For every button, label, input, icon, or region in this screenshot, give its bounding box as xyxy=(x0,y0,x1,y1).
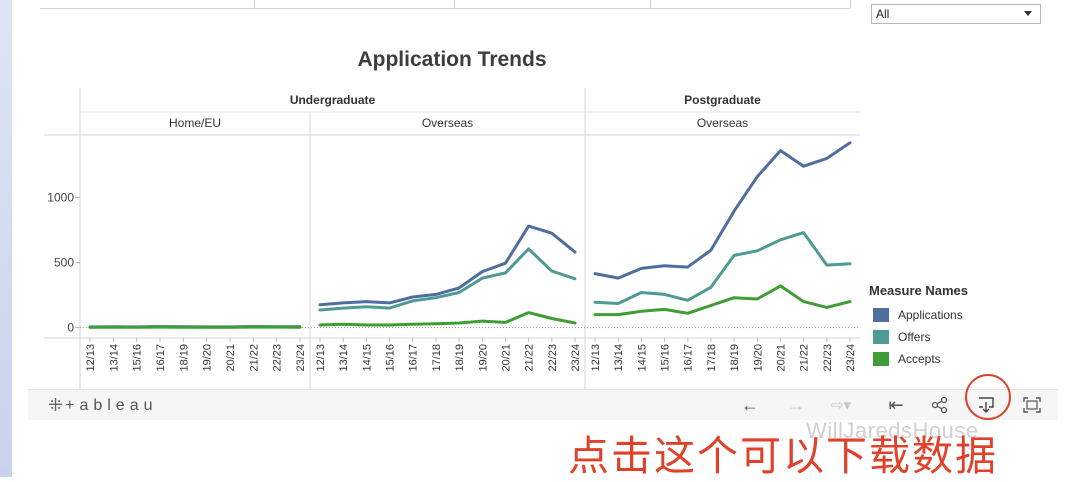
legend-item-offers[interactable]: Offers xyxy=(869,326,1049,348)
panel-header: Overseas xyxy=(422,116,473,130)
legend-title: Measure Names xyxy=(869,283,1049,298)
x-tick-label: 17/18 xyxy=(706,344,718,372)
x-tick-label: 16/17 xyxy=(683,344,695,372)
x-tick-label: 13/14 xyxy=(108,344,120,372)
x-tick-label: 19/20 xyxy=(752,344,764,372)
x-tick-label: 21/22 xyxy=(524,344,536,372)
x-tick-label: 21/22 xyxy=(799,344,811,372)
undo-icon[interactable]: ← xyxy=(738,394,762,416)
y-tick-label: 500 xyxy=(54,256,74,270)
series-line-offers xyxy=(595,233,850,304)
x-tick-label: 16/17 xyxy=(408,344,420,372)
legend-item-applications[interactable]: Applications xyxy=(869,304,1049,326)
series-line-accepts xyxy=(595,286,850,315)
legend-label: Applications xyxy=(898,308,963,322)
tableau-logo: ⁜ +ableau xyxy=(48,395,157,416)
x-tick-label: 20/21 xyxy=(775,344,787,372)
x-tick-label: 14/15 xyxy=(636,344,648,372)
x-tick-label: 23/24 xyxy=(570,344,582,372)
series-line-applications xyxy=(595,143,850,278)
x-tick-label: 12/13 xyxy=(315,344,327,372)
revert-icon[interactable]: ⇨▾ xyxy=(824,394,858,416)
x-tick-label: 18/19 xyxy=(729,344,741,372)
legend-label: Accepts xyxy=(898,352,941,366)
x-tick-label: 16/17 xyxy=(155,344,167,372)
legend-swatch xyxy=(873,330,889,344)
x-tick-label: 22/23 xyxy=(272,344,284,372)
x-tick-label: 19/20 xyxy=(477,344,489,372)
tableau-logo-icon: ⁜ xyxy=(48,395,63,416)
download-highlight-circle xyxy=(965,374,1011,420)
share-icon-glyph xyxy=(931,396,949,414)
x-tick-label: 14/15 xyxy=(361,344,373,372)
y-tick-label: 0 xyxy=(67,321,74,335)
panel-header: Home/EU xyxy=(169,116,221,130)
tableau-logo-text: +ableau xyxy=(65,397,157,415)
x-tick-label: 19/20 xyxy=(202,344,214,372)
x-tick-label: 13/14 xyxy=(613,344,625,372)
group-header: Postgraduate xyxy=(684,93,761,107)
redo-icon[interactable]: → xyxy=(784,394,808,416)
x-tick-label: 21/22 xyxy=(248,344,260,372)
x-tick-label: 20/21 xyxy=(225,344,237,372)
x-tick-label: 22/23 xyxy=(547,344,559,372)
fullscreen-icon-glyph xyxy=(1022,396,1042,414)
x-tick-label: 18/19 xyxy=(178,344,190,372)
x-tick-label: 15/16 xyxy=(132,344,144,372)
x-tick-label: 13/14 xyxy=(338,344,350,372)
legend-label: Offers xyxy=(898,330,930,344)
x-tick-label: 20/21 xyxy=(500,344,512,372)
annotation-text: 点击这个可以下载数据 xyxy=(568,422,1038,482)
group-header: Undergraduate xyxy=(290,93,376,107)
legend-item-accepts[interactable]: Accepts xyxy=(869,348,1049,370)
legend-swatch xyxy=(873,308,889,322)
reset-icon[interactable]: ⇤ xyxy=(884,394,908,416)
x-tick-label: 12/13 xyxy=(590,344,602,372)
panel-header: Overseas xyxy=(697,116,748,130)
x-tick-label: 15/16 xyxy=(660,344,672,372)
series-line-applications xyxy=(320,226,575,305)
x-tick-label: 23/24 xyxy=(845,344,857,372)
legend-swatch xyxy=(873,352,889,366)
tableau-toolbar: ⁜ +ableau ← → ⇨▾ ⇤ xyxy=(28,389,1058,420)
x-tick-label: 15/16 xyxy=(385,344,397,372)
share-icon[interactable] xyxy=(928,394,952,416)
fullscreen-icon[interactable] xyxy=(1020,394,1044,416)
x-tick-label: 23/24 xyxy=(295,344,307,372)
y-tick-label: 1000 xyxy=(47,190,74,204)
series-line-accepts xyxy=(320,313,575,325)
x-tick-label: 18/19 xyxy=(454,344,466,372)
x-tick-label: 22/23 xyxy=(822,344,834,372)
x-tick-label: 17/18 xyxy=(431,344,443,372)
legend: Measure Names Applications Offers Accept… xyxy=(869,283,1049,370)
x-tick-label: 12/13 xyxy=(85,344,97,372)
